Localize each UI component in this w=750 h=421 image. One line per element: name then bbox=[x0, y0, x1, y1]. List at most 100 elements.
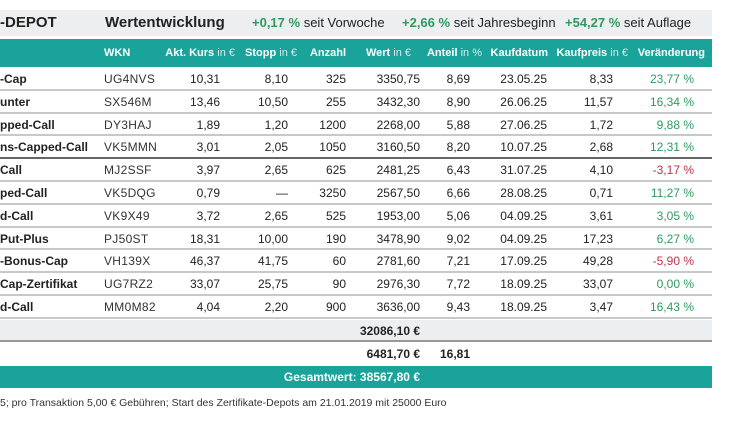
cell-name: ped-Call bbox=[0, 185, 48, 200]
cell-kaufpreis: 1,72 bbox=[589, 117, 613, 132]
cell-wert: 3160,50 bbox=[376, 140, 420, 155]
cell-datum: 10.07.25 bbox=[500, 140, 547, 155]
table-row: Cap-Zertifikat UG7RZ2 33,07 25,75 90 2976,30 7… bbox=[0, 273, 712, 296]
col-kaufdatum: Kaufdatum bbox=[490, 47, 548, 59]
cell-kurs: 4,04 bbox=[196, 299, 220, 314]
cell-anzahl: 525 bbox=[325, 208, 346, 223]
cell-wert: 2781,60 bbox=[376, 254, 420, 269]
cell-anzahl: 60 bbox=[332, 254, 346, 269]
cell-kurs: 3,01 bbox=[196, 140, 220, 155]
cell-name: Cap-Zertifikat bbox=[0, 277, 78, 292]
cell-anteil: 8,69 bbox=[446, 72, 470, 86]
cell-kurs: 3,72 bbox=[196, 208, 220, 223]
cell-stopp: 8,10 bbox=[264, 72, 288, 86]
cell-name: pped-Call bbox=[0, 117, 55, 132]
cell-anteil: 5,88 bbox=[446, 117, 470, 132]
cell-stopp: 25,75 bbox=[257, 277, 288, 292]
cell-name: Put-Plus bbox=[0, 231, 49, 246]
cell-kurs: 18,31 bbox=[189, 231, 220, 246]
cell-kurs: 1,89 bbox=[196, 117, 220, 132]
cell-anzahl: 190 bbox=[325, 231, 346, 246]
cell-anzahl: 255 bbox=[325, 94, 346, 109]
cell-change: -3,17 % bbox=[652, 163, 694, 178]
table-row: ns-Capped-Call VK5MMN 3,01 2,05 1050 3160,50 8… bbox=[0, 136, 712, 160]
cell-change: 0,00 % bbox=[656, 277, 694, 292]
cell-wert: 3478,90 bbox=[376, 231, 420, 246]
cell-wert: 2481,25 bbox=[376, 163, 420, 178]
cell-anteil: 7,72 bbox=[446, 277, 470, 292]
col-wkn: WKN bbox=[104, 47, 131, 59]
perf-ytd: +2,66 % seit Jahresbeginn bbox=[402, 15, 556, 30]
cell-wert: 1953,00 bbox=[376, 208, 420, 223]
perf-inception: +54,27 % seit Auflage bbox=[565, 15, 692, 30]
cell-kaufpreis: 2,68 bbox=[589, 140, 613, 155]
cell-change: 6,27 % bbox=[656, 231, 694, 246]
col-kaufpreis: Kaufpreis in € bbox=[556, 47, 628, 59]
gesamtwert: Gesamtwert: 38567,80 € bbox=[283, 370, 420, 384]
table-row: Call MJ2SSF 3,97 2,65 625 2481,25 6,43 31.07.25… bbox=[0, 159, 712, 182]
cell-anteil: 6,43 bbox=[446, 163, 470, 178]
cell-stopp: 2,65 bbox=[264, 163, 288, 178]
cell-stopp: 1,20 bbox=[264, 117, 288, 132]
cell-kaufpreis: 0,71 bbox=[589, 185, 613, 200]
cell-change: 16,34 % bbox=[649, 94, 694, 109]
cell-change: 16,43 % bbox=[649, 299, 694, 314]
cell-anzahl: 90 bbox=[332, 277, 346, 292]
cell-kaufpreis: 17,23 bbox=[582, 231, 613, 246]
cell-wkn: VH139X bbox=[104, 254, 151, 269]
col-anteil: Anteil in % bbox=[426, 47, 482, 59]
cell-name: Call bbox=[0, 163, 23, 178]
cell-anteil: 8,90 bbox=[446, 94, 470, 109]
cell-datum: 26.06.25 bbox=[500, 94, 547, 109]
cell-name: d-Call bbox=[0, 299, 34, 314]
cell-anteil: 6,66 bbox=[446, 185, 470, 200]
cell-change: 23,77 % bbox=[649, 72, 694, 86]
footnote: 5; pro Transaktion 5,00 € Gebühren; Star… bbox=[0, 397, 447, 409]
cell-wert: 3432,30 bbox=[376, 94, 420, 109]
cell-stopp: 2,05 bbox=[264, 140, 288, 155]
total-row: Gesamtwert: 38567,80 € bbox=[0, 366, 712, 388]
cell-name: ns-Capped-Call bbox=[0, 140, 89, 155]
cell-stopp: — bbox=[276, 185, 288, 200]
cell-stopp: 2,65 bbox=[264, 208, 288, 223]
table-row: d-Call MM0M82 4,04 2,20 900 3636,00 9,43 18.09.… bbox=[0, 296, 712, 319]
cell-datum: 27.06.25 bbox=[500, 117, 547, 132]
cell-wkn: VK9X49 bbox=[104, 208, 150, 223]
cell-wert: 2567,50 bbox=[376, 185, 420, 200]
invested-total-row: 32086,10 € bbox=[0, 320, 712, 342]
section-title: Wertentwicklung bbox=[105, 14, 225, 31]
table-row: pped-Call DY3HAJ 1,89 1,20 1200 2268,00 5,88 27… bbox=[0, 114, 712, 137]
cell-anteil: 9,02 bbox=[446, 231, 470, 246]
col-wert: Wert in € bbox=[365, 47, 411, 59]
cell-kurs: 0,79 bbox=[196, 185, 220, 200]
col-kurs: Akt. Kurs in € bbox=[165, 47, 235, 59]
cell-kurs: 3,97 bbox=[196, 163, 220, 178]
cell-anzahl: 900 bbox=[325, 299, 346, 314]
cell-name: unter bbox=[0, 94, 30, 109]
cell-kaufpreis: 3,61 bbox=[589, 208, 613, 223]
cell-stopp: 2,20 bbox=[264, 299, 288, 314]
cell-anteil: 7,21 bbox=[446, 254, 470, 269]
cell-wkn: MM0M82 bbox=[104, 299, 156, 314]
cell-datum: 18.09.25 bbox=[500, 299, 547, 314]
cell-wkn: DY3HAJ bbox=[104, 117, 152, 132]
cell-kurs: 10,31 bbox=[189, 72, 220, 86]
cell-change: 3,05 % bbox=[656, 208, 694, 223]
cell-name: -Cap bbox=[0, 72, 27, 86]
cell-datum: 04.09.25 bbox=[500, 231, 547, 246]
invested-total: 32086,10 € bbox=[359, 324, 420, 338]
cell-anzahl: 1050 bbox=[319, 140, 346, 155]
cell-wert: 3350,75 bbox=[376, 72, 420, 86]
table-row: ped-Call VK5DQG 0,79 — 3250 2567,50 6,66 28.08.… bbox=[0, 182, 712, 205]
cash-row: 6481,70 € 16,81 bbox=[0, 343, 712, 366]
cell-stopp: 10,00 bbox=[257, 231, 288, 246]
perf-week: +0,17 % seit Vorwoche bbox=[252, 15, 385, 30]
cell-stopp: 41,75 bbox=[257, 254, 288, 269]
cell-wkn: UG4NVS bbox=[104, 72, 156, 86]
cell-wkn: VK5MMN bbox=[104, 140, 158, 155]
cell-kaufpreis: 33,07 bbox=[582, 277, 613, 292]
cell-anzahl: 325 bbox=[325, 72, 346, 86]
cash-value: 6481,70 € bbox=[366, 347, 420, 361]
cell-wkn: SX546M bbox=[104, 94, 152, 109]
cell-wkn: UG7RZ2 bbox=[104, 277, 154, 292]
